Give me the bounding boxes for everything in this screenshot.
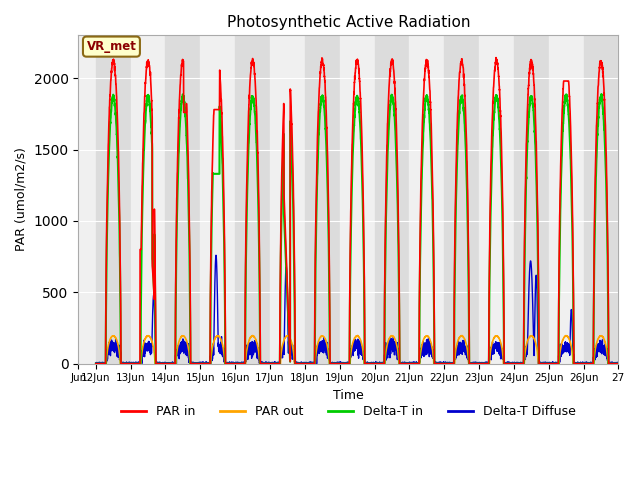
Bar — [131, 36, 166, 364]
Bar — [479, 36, 514, 364]
Bar — [61, 36, 96, 364]
Bar — [444, 36, 479, 364]
X-axis label: Time: Time — [333, 389, 364, 402]
Bar — [618, 36, 640, 364]
Bar — [374, 36, 410, 364]
Bar — [200, 36, 235, 364]
Legend: PAR in, PAR out, Delta-T in, Delta-T Diffuse: PAR in, PAR out, Delta-T in, Delta-T Dif… — [116, 400, 581, 423]
Title: Photosynthetic Active Radiation: Photosynthetic Active Radiation — [227, 15, 470, 30]
Bar — [584, 36, 618, 364]
Bar — [548, 36, 584, 364]
Bar — [514, 36, 548, 364]
Text: VR_met: VR_met — [86, 40, 136, 53]
Bar — [410, 36, 444, 364]
Y-axis label: PAR (umol/m2/s): PAR (umol/m2/s) — [15, 147, 28, 252]
Bar — [340, 36, 374, 364]
Bar — [166, 36, 200, 364]
Bar — [235, 36, 270, 364]
Bar — [270, 36, 305, 364]
Bar — [96, 36, 131, 364]
Bar — [305, 36, 340, 364]
